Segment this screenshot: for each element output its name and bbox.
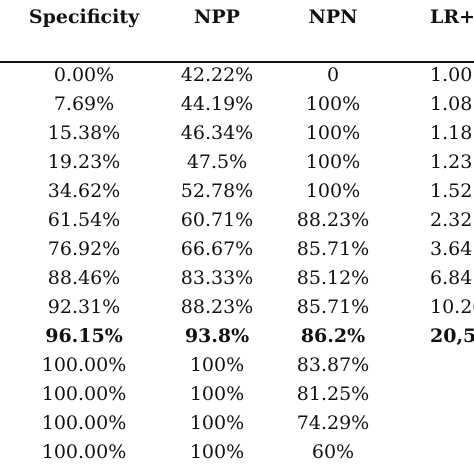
cell-specificity: 88.46%: [47, 267, 121, 289]
cell-lr-plus: 1.52: [430, 180, 473, 202]
cell-specificity: 100.00%: [41, 441, 127, 463]
cell-lr-plus: 1.18: [430, 122, 473, 144]
table-row: 15.38% 46.34% 100% 1.18: [0, 122, 474, 149]
cell-lr-plus: 10.26: [430, 296, 474, 318]
header-npn: NPN: [308, 6, 358, 28]
cell-npp: 47.5%: [186, 151, 248, 173]
cell-npp: 83.33%: [180, 267, 254, 289]
cell-specificity: 96.15%: [45, 325, 123, 347]
header-lr-plus: LR+: [430, 6, 474, 28]
cell-npn: 81.25%: [296, 383, 370, 405]
cell-specificity: 92.31%: [47, 296, 121, 318]
cell-specificity: 76.92%: [47, 238, 121, 260]
table-row: 76.92% 66.67% 85.71% 3.64: [0, 238, 474, 265]
cell-npp: 44.19%: [180, 93, 254, 115]
table-row: 100.00% 100% 60%: [0, 441, 474, 468]
table-header-row: Specificity NPP NPN LR+: [0, 0, 474, 38]
header-npp: NPP: [194, 6, 240, 28]
cell-npn: 60%: [311, 441, 355, 463]
cell-npn: 88.23%: [296, 209, 370, 231]
cell-specificity: 100.00%: [41, 354, 127, 376]
table-row: 0.00% 42.22% 0 1.00: [0, 64, 474, 91]
cell-specificity: 61.54%: [47, 209, 121, 231]
cell-npn: 100%: [305, 93, 361, 115]
header-divider: [0, 61, 474, 63]
table-row: 88.46% 83.33% 85.12% 6.84: [0, 267, 474, 294]
cell-npn: 0: [326, 64, 340, 86]
table-row: 7.69% 44.19% 100% 1.08: [0, 93, 474, 120]
cell-lr-plus: 20,52: [430, 325, 474, 347]
table-row: 19.23% 47.5% 100% 1.23: [0, 151, 474, 178]
cell-npp: 42.22%: [180, 64, 254, 86]
cell-lr-plus: 1.23: [430, 151, 473, 173]
table-row: 100.00% 100% 83.87%: [0, 354, 474, 381]
cell-npp: 66.67%: [180, 238, 254, 260]
table-row: 100.00% 100% 74.29%: [0, 412, 474, 439]
table-row: 100.00% 100% 81.25%: [0, 383, 474, 410]
table-row: 61.54% 60.71% 88.23% 2.32: [0, 209, 474, 236]
cell-npn: 85.12%: [296, 267, 370, 289]
cell-npn: 100%: [305, 180, 361, 202]
cell-specificity: 7.69%: [53, 93, 115, 115]
cell-npp: 100%: [189, 383, 245, 405]
cell-specificity: 0.00%: [53, 64, 115, 86]
header-specificity: Specificity: [28, 6, 140, 28]
cell-npp: 100%: [189, 354, 245, 376]
cell-specificity: 100.00%: [41, 383, 127, 405]
table-row: 96.15% 93.8% 86.2% 20,52: [0, 325, 474, 352]
table-row: 92.31% 88.23% 85.71% 10.26: [0, 296, 474, 323]
cell-npn: 100%: [305, 122, 361, 144]
cell-lr-plus: 6.84: [430, 267, 473, 289]
cell-lr-plus: 1.00: [430, 64, 473, 86]
cell-npn: 85.71%: [296, 238, 370, 260]
cell-specificity: 19.23%: [47, 151, 121, 173]
cell-specificity: 100.00%: [41, 412, 127, 434]
cell-npn: 74.29%: [296, 412, 370, 434]
cell-npp: 93.8%: [184, 325, 250, 347]
table-row: 34.62% 52.78% 100% 1.52: [0, 180, 474, 207]
cell-lr-plus: 1.08: [430, 93, 473, 115]
cell-npp: 60.71%: [180, 209, 254, 231]
cell-npp: 88.23%: [180, 296, 254, 318]
cell-npp: 100%: [189, 412, 245, 434]
cell-specificity: 15.38%: [47, 122, 121, 144]
cell-lr-plus: 3.64: [430, 238, 473, 260]
cell-npn: 100%: [305, 151, 361, 173]
cell-lr-plus: 2.32: [430, 209, 473, 231]
cell-npp: 52.78%: [180, 180, 254, 202]
cell-npp: 100%: [189, 441, 245, 463]
cell-npp: 46.34%: [180, 122, 254, 144]
cell-npn: 83.87%: [296, 354, 370, 376]
cell-specificity: 34.62%: [47, 180, 121, 202]
cell-npn: 86.2%: [300, 325, 366, 347]
cell-npn: 85.71%: [296, 296, 370, 318]
